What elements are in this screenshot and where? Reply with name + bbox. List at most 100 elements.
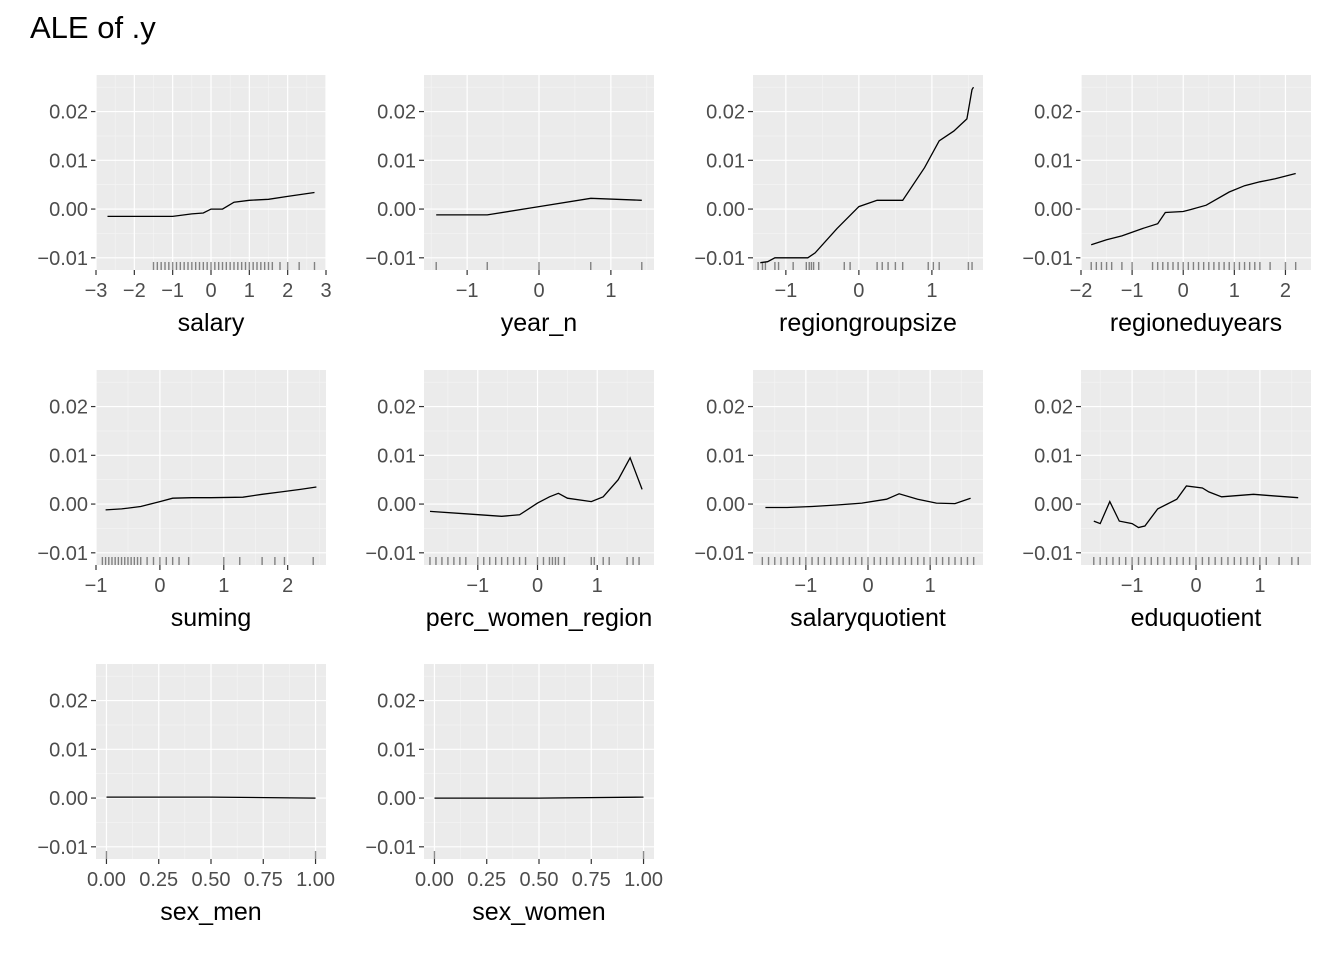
x-axis-title: sex_men bbox=[160, 898, 261, 926]
y-tick-label: 0.00 bbox=[1034, 494, 1073, 516]
x-tick-label: 1 bbox=[218, 575, 229, 597]
ale-line bbox=[106, 796, 316, 799]
ale-line bbox=[107, 191, 315, 218]
x-tick-label: 0.25 bbox=[139, 869, 178, 891]
x-axis-title: regioneduyears bbox=[1110, 309, 1282, 337]
ale-panel-perc_women_region: −0.01 0.00 0.01 0.02 −1 0 1 perc_women_region bbox=[365, 370, 654, 632]
ale-panel-regiongroupsize: −0.01 0.00 0.01 0.02 −1 0 1 regiongroupsize bbox=[694, 75, 983, 337]
y-tick-label: 0.01 bbox=[1034, 445, 1073, 467]
ale-panel-eduquotient: −0.01 0.00 0.01 0.02 −1 0 1 eduquotient bbox=[1022, 370, 1311, 632]
x-tick-label: 1 bbox=[592, 575, 603, 597]
x-axis-title: eduquotient bbox=[1131, 604, 1262, 632]
ale-line bbox=[765, 493, 971, 509]
x-tick-label: 0.25 bbox=[467, 869, 506, 891]
x-tick-label: 1 bbox=[605, 280, 616, 302]
ale-line bbox=[436, 197, 642, 216]
y-tick-label: 0.00 bbox=[1034, 199, 1073, 221]
y-tick-label: 0.02 bbox=[377, 691, 416, 713]
x-tick-label: 2 bbox=[282, 280, 293, 302]
x-tick-label: 0 bbox=[533, 280, 544, 302]
y-tick-label: −0.01 bbox=[37, 248, 88, 270]
x-tick-label: 0.50 bbox=[192, 869, 231, 891]
ale-panel-sex_men: −0.01 0.00 0.01 0.02 0.00 0.25 0.50 0.75 1.00 sex… bbox=[37, 664, 335, 926]
x-tick-label: 0 bbox=[1190, 575, 1201, 597]
x-tick-label: 0.00 bbox=[87, 869, 126, 891]
x-tick-label: 0 bbox=[532, 575, 543, 597]
y-tick-label: 0.01 bbox=[1034, 150, 1073, 172]
ale-line bbox=[1091, 172, 1296, 246]
x-tick-label: 0 bbox=[1178, 280, 1189, 302]
ale-panel-salary: −0.01 0.00 0.01 0.02 −3 −2 −1 0 1 2 3 salary bbox=[37, 75, 332, 337]
y-tick-label: −0.01 bbox=[1022, 543, 1073, 565]
x-tick-label: 1.00 bbox=[296, 869, 335, 891]
x-tick-label: 3 bbox=[320, 280, 331, 302]
y-tick-label: 0.02 bbox=[706, 102, 745, 124]
x-tick-label: −1 bbox=[1121, 280, 1144, 302]
panel-background bbox=[96, 370, 326, 565]
y-tick-label: 0.02 bbox=[49, 102, 88, 124]
y-tick-label: 0.01 bbox=[49, 445, 88, 467]
ale-line bbox=[429, 456, 643, 517]
ale-panel-regioneduyears: −0.01 0.00 0.01 0.02 −2 −1 0 1 2 regioneduyears bbox=[1022, 75, 1311, 337]
x-tick-label: 2 bbox=[1280, 280, 1291, 302]
ale-panel-year_n: −0.01 0.00 0.01 0.02 −1 0 1 year_n bbox=[365, 75, 654, 337]
y-tick-label: 0.02 bbox=[377, 102, 416, 124]
y-tick-label: 0.02 bbox=[1034, 397, 1073, 419]
y-tick-label: 0.02 bbox=[49, 397, 88, 419]
y-tick-label: −0.01 bbox=[37, 837, 88, 859]
y-tick-label: 0.02 bbox=[377, 397, 416, 419]
x-tick-label: 0.50 bbox=[520, 869, 559, 891]
y-tick-label: 0.00 bbox=[377, 199, 416, 221]
y-tick-label: 0.01 bbox=[49, 739, 88, 761]
y-tick-label: 0.02 bbox=[1034, 102, 1073, 124]
panel-background bbox=[424, 370, 654, 565]
x-axis-title: sex_women bbox=[472, 898, 605, 926]
x-tick-label: −2 bbox=[123, 280, 146, 302]
y-tick-label: 0.00 bbox=[49, 788, 88, 810]
x-tick-label: −1 bbox=[774, 280, 797, 302]
x-axis-title: regiongroupsize bbox=[779, 309, 957, 337]
x-tick-label: −3 bbox=[85, 280, 108, 302]
y-tick-label: −0.01 bbox=[365, 543, 416, 565]
y-tick-label: 0.01 bbox=[377, 739, 416, 761]
x-axis-title: suming bbox=[171, 604, 252, 632]
y-tick-label: 0.01 bbox=[706, 150, 745, 172]
x-tick-label: −1 bbox=[466, 575, 489, 597]
ale-line bbox=[105, 486, 317, 511]
y-tick-label: −0.01 bbox=[694, 248, 745, 270]
y-tick-label: 0.00 bbox=[706, 494, 745, 516]
y-tick-label: 0.01 bbox=[377, 150, 416, 172]
x-tick-label: 1 bbox=[244, 280, 255, 302]
y-tick-label: 0.00 bbox=[49, 494, 88, 516]
y-tick-label: 0.01 bbox=[49, 150, 88, 172]
ale-line bbox=[434, 796, 644, 799]
y-tick-label: 0.00 bbox=[706, 199, 745, 221]
y-tick-label: 0.00 bbox=[377, 494, 416, 516]
x-tick-label: 1 bbox=[1229, 280, 1240, 302]
ale-line bbox=[760, 86, 975, 264]
y-tick-label: 0.02 bbox=[49, 691, 88, 713]
page-title: ALE of .y bbox=[30, 10, 156, 45]
ale-panel-suming: −0.01 0.00 0.01 0.02 −1 0 1 2 suming bbox=[37, 370, 326, 632]
x-tick-label: −1 bbox=[1121, 575, 1144, 597]
x-axis-title: salary bbox=[178, 309, 245, 337]
x-tick-label: −1 bbox=[456, 280, 479, 302]
x-tick-label: −1 bbox=[161, 280, 184, 302]
x-tick-label: 1 bbox=[926, 280, 937, 302]
x-tick-label: 0 bbox=[154, 575, 165, 597]
x-axis-title: perc_women_region bbox=[426, 604, 653, 632]
ale-line bbox=[1093, 485, 1299, 529]
x-tick-label: −1 bbox=[85, 575, 108, 597]
x-tick-label: 1.00 bbox=[624, 869, 663, 891]
y-tick-label: 0.00 bbox=[49, 199, 88, 221]
y-tick-label: 0.00 bbox=[377, 788, 416, 810]
x-axis-title: salaryquotient bbox=[790, 604, 946, 632]
x-tick-label: 0.75 bbox=[572, 869, 611, 891]
y-tick-label: −0.01 bbox=[365, 837, 416, 859]
y-tick-label: −0.01 bbox=[37, 543, 88, 565]
x-axis-title: year_n bbox=[501, 309, 577, 337]
panel-background bbox=[753, 75, 983, 270]
x-tick-label: 0.00 bbox=[415, 869, 454, 891]
x-tick-label: 2 bbox=[282, 575, 293, 597]
